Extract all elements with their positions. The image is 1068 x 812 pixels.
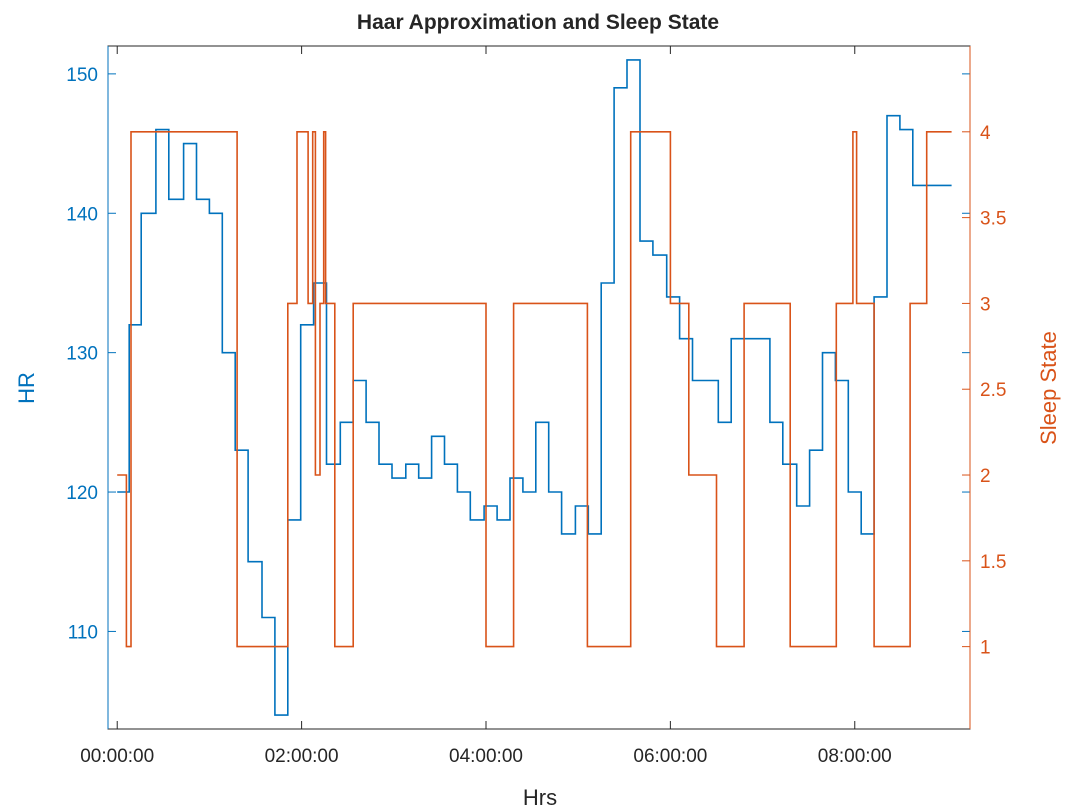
left-y-axis-label: HR <box>14 372 39 404</box>
hr-series-line <box>117 59 952 716</box>
left-y-tick-label: 110 <box>68 622 98 643</box>
right-y-tick-label: 4 <box>980 123 991 144</box>
right-y-tick-label: 2 <box>980 466 991 487</box>
left-y-tick-label: 140 <box>66 204 98 225</box>
x-tick-label: 04:00:00 <box>449 746 523 767</box>
left-y-tick-label: 150 <box>66 65 98 86</box>
left-y-axis: 110 120 130 140 150 <box>66 46 970 729</box>
chart-title: Haar Approximation and Sleep State <box>357 11 719 34</box>
plot-area: 00:00:00 02:00:00 04:00:00 06:00:00 08:00:00… <box>66 45 1006 767</box>
x-tick-label: 08:00:00 <box>818 746 892 767</box>
sleep-state-series-line <box>117 131 952 648</box>
right-y-tick-label: 1.5 <box>980 552 1006 573</box>
left-y-tick-label: 130 <box>66 344 98 365</box>
right-y-tick-label: 1 <box>980 638 991 659</box>
x-axis: 00:00:00 02:00:00 04:00:00 06:00:00 08:00:00 <box>80 46 892 767</box>
left-y-tick-label: 120 <box>66 483 98 504</box>
right-y-tick-label: 3 <box>980 294 991 315</box>
x-axis-label: Hrs <box>523 785 557 810</box>
series-layer <box>117 59 952 716</box>
x-tick-label: 06:00:00 <box>633 746 707 767</box>
right-y-axis: 1 1.5 2 2.5 3 3.5 4 <box>962 46 1006 729</box>
right-y-tick-label: 2.5 <box>980 380 1006 401</box>
right-y-axis-label: Sleep State <box>1036 331 1061 445</box>
x-tick-label: 00:00:00 <box>80 746 154 767</box>
x-tick-label: 02:00:00 <box>265 746 339 767</box>
right-y-tick-label: 3.5 <box>980 209 1006 230</box>
